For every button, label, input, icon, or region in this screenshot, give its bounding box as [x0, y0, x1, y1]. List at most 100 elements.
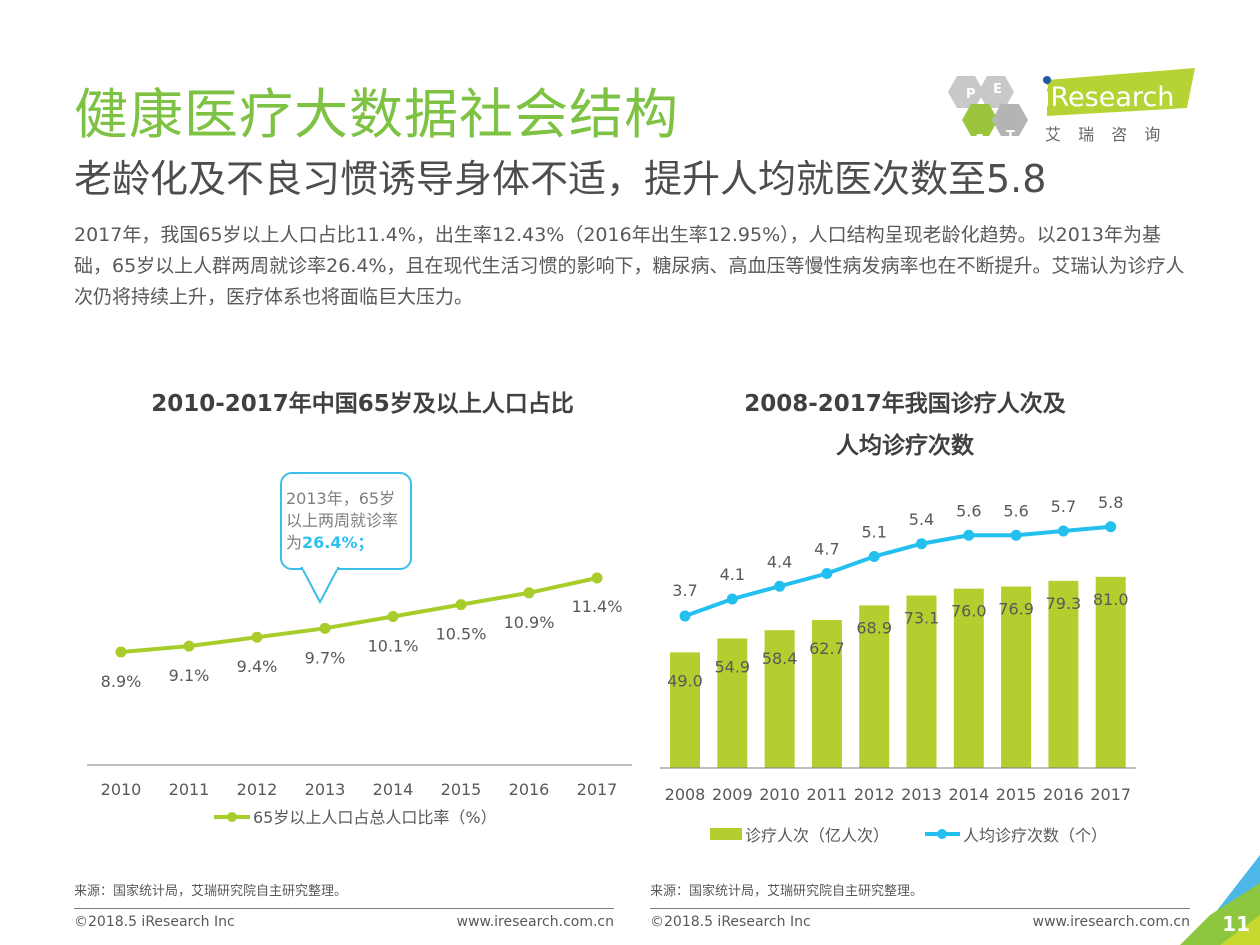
brand-name-cn: 艾 瑞 咨 询 [1045, 125, 1166, 144]
data-label: 11.4% [572, 597, 623, 616]
data-label: 9.1% [169, 666, 210, 685]
data-point [591, 572, 603, 584]
annotation-text: 2013年，65岁 以上两周就诊率 为26.4%； [286, 488, 416, 554]
bar [1048, 580, 1079, 768]
data-point [183, 640, 195, 652]
bar-data-label: 81.0 [1093, 590, 1129, 609]
x-tick-label: 2009 [712, 785, 753, 804]
data-point [868, 551, 880, 562]
website-link-right[interactable]: www.iresearch.com.cn [1032, 914, 1190, 930]
x-tick-label: 2016 [1043, 785, 1084, 804]
x-tick-label: 2008 [665, 785, 706, 804]
callout-pointer [300, 566, 340, 605]
data-point [115, 646, 127, 658]
line-data-label: 5.1 [861, 523, 886, 542]
legend-label: 人均诊疗次数（个） [963, 826, 1107, 845]
bar [717, 638, 748, 768]
x-tick-label: 2012 [854, 785, 895, 804]
data-point [319, 622, 331, 634]
bar [859, 605, 890, 768]
annotation-line2: 以上两周就诊率 [286, 511, 399, 530]
annotation-callout [280, 472, 412, 570]
series-line [684, 524, 1111, 618]
data-point [523, 587, 535, 599]
chart2-combo-chart: 49.0 54.9 58.4 62.7 68.9 73.1 76.0 76.9 79.3 81.0… [660, 493, 1136, 845]
data-label: 9.7% [305, 648, 346, 667]
hex-letter-t: T [1006, 129, 1015, 144]
bar [1095, 576, 1126, 768]
data-point [251, 631, 263, 643]
legend-bar-swatch [710, 828, 742, 840]
annotation-line3: 为26.4%； [286, 532, 416, 554]
brand-name: iResearch [1043, 82, 1174, 113]
page-number: 11 [1222, 912, 1250, 936]
chart2-title-line2: 人均诊疗次数 [836, 433, 974, 459]
bar-data-label: 79.3 [1046, 594, 1082, 613]
annotation-prefix: 为 [286, 533, 303, 552]
footer-divider-left [74, 908, 614, 909]
bar-data-label: 76.0 [951, 602, 987, 621]
x-tick-label: 2011 [807, 785, 848, 804]
x-tick-label: 2017 [1090, 785, 1131, 804]
logo-graphic: P E S T iResearch 艾 瑞 咨 询 [948, 68, 1195, 148]
x-tick-label: 2014 [948, 785, 989, 804]
x-tick-label: 2015 [441, 780, 482, 799]
website-link-left[interactable]: www.iresearch.com.cn [456, 914, 614, 930]
data-label: 10.1% [368, 636, 419, 655]
bar [953, 588, 984, 768]
pest-hexagon-icon: P E S T [948, 76, 1028, 148]
data-point [1105, 521, 1117, 533]
bar [906, 595, 937, 768]
line-data-label: 5.4 [909, 510, 934, 529]
hex-letter-p: P [966, 87, 976, 102]
line-data-label: 4.4 [767, 552, 792, 571]
data-point [963, 529, 975, 541]
data-point [455, 599, 467, 611]
copyright-right: ©2018.5 iResearch Inc [650, 914, 811, 930]
chart1-line-chart: 8.9% 9.1% 9.4% 9.7% 10.1% 10.5% 10.9% 11.4% 2010… [87, 572, 632, 827]
x-tick-label: 2010 [759, 785, 800, 804]
footer-divider-right [650, 908, 1190, 909]
annotation-highlight: 26.4%； [302, 533, 374, 552]
bar-data-label: 73.1 [904, 608, 940, 627]
data-point [726, 593, 738, 605]
x-tick-label: 2016 [509, 780, 550, 799]
line-data-label: 5.6 [956, 501, 981, 520]
bar [670, 652, 700, 768]
annotation-line1: 2013年，65岁 [286, 489, 396, 508]
x-tick-label: 2012 [237, 780, 278, 799]
data-label: 10.5% [436, 625, 487, 644]
line-data-label: 4.7 [814, 540, 839, 559]
bar-data-label: 58.4 [762, 649, 798, 668]
legend-marker [227, 812, 237, 822]
line-data-label: 5.7 [1051, 497, 1076, 516]
data-point [821, 568, 833, 579]
data-point [774, 580, 786, 592]
line-data-label: 5.8 [1098, 493, 1123, 512]
data-point [1057, 525, 1069, 537]
legend-label: 诊疗人次（亿人次） [745, 826, 889, 845]
bar-data-label: 68.9 [856, 618, 892, 637]
legend-label: 65岁以上人口占总人口比率（%） [253, 808, 497, 827]
hex-letter-s: S [975, 133, 984, 148]
data-label: 10.9% [504, 613, 555, 632]
page-title: 健康医疗大数据社会结构 [74, 83, 679, 146]
line-data-label: 5.6 [1003, 501, 1028, 520]
x-tick-label: 2011 [169, 780, 210, 799]
x-tick-label: 2014 [373, 780, 414, 799]
data-point [679, 610, 691, 622]
line-data-label: 4.1 [720, 565, 745, 584]
bar [811, 620, 842, 768]
series-line [120, 576, 598, 654]
brand-banner [1047, 68, 1195, 116]
source-note-right: 来源：国家统计局，艾瑞研究院自主研究整理。 [650, 884, 924, 899]
intro-paragraph: 2017年，我国65岁以上人口占比11.4%，出生率12.43%（2016年出生… [74, 224, 1185, 308]
x-tick-label: 2013 [901, 785, 942, 804]
data-point [916, 538, 927, 550]
chart1-title: 2010-2017年中国65岁及以上人口占比 [151, 391, 574, 417]
x-tick-label: 2010 [101, 780, 142, 799]
iresearch-logo: P E S T iResearch 艾 瑞 咨 询 [935, 64, 1205, 154]
copyright-left: ©2018.5 iResearch Inc [74, 914, 235, 930]
bar [1001, 586, 1032, 768]
line-data-label: 3.7 [672, 581, 697, 600]
